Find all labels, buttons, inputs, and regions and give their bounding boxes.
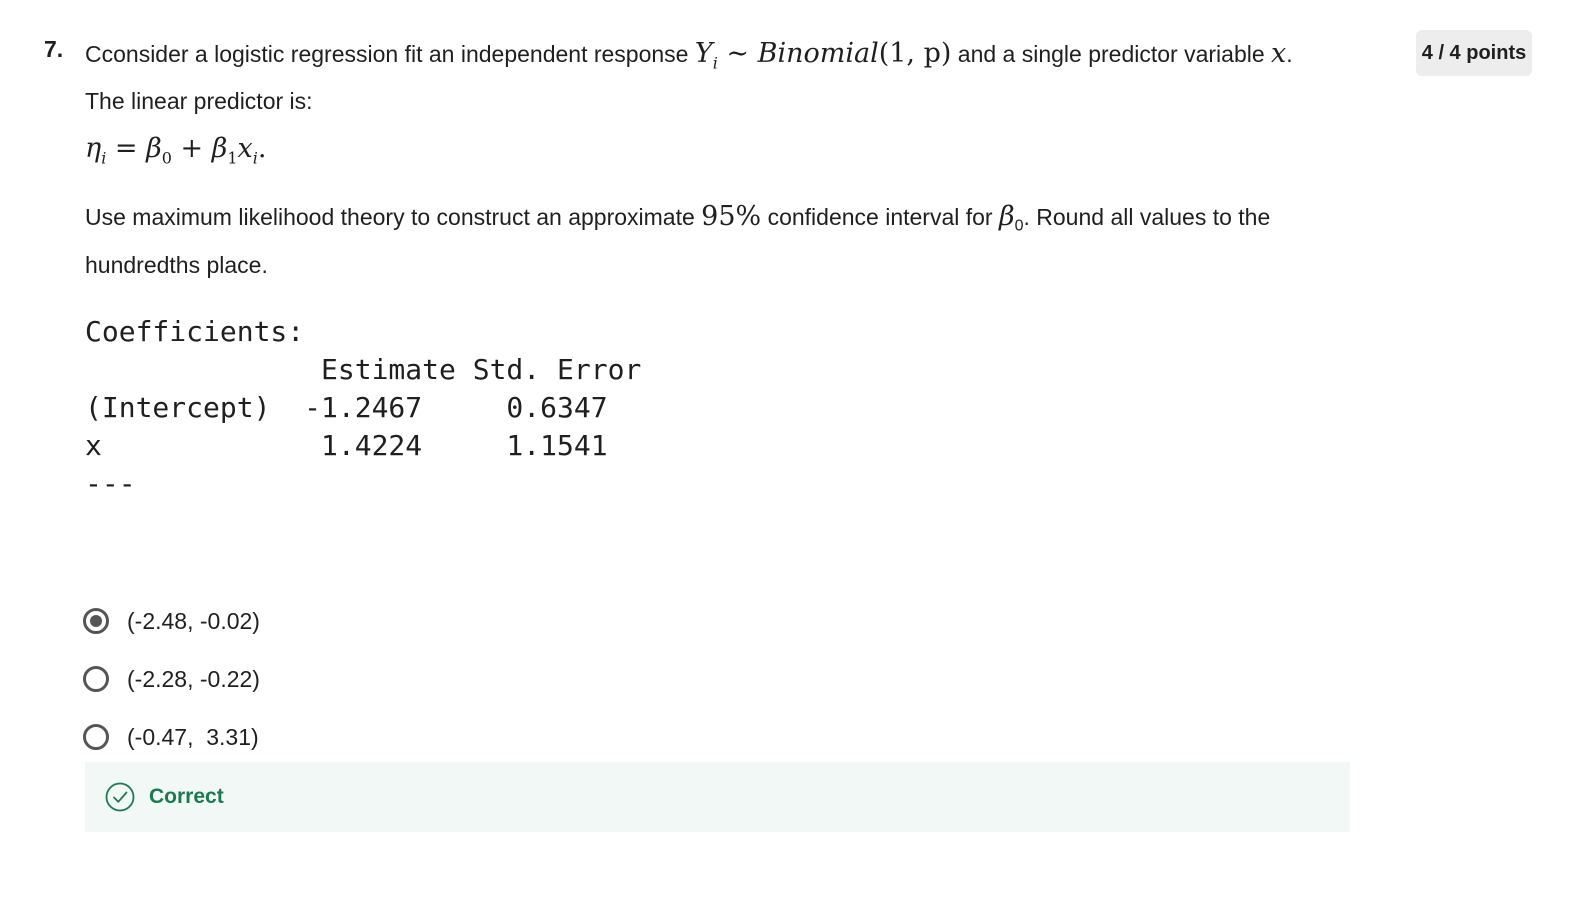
coefficients-header-row: Estimate Std. Error bbox=[85, 353, 642, 386]
radio-button[interactable] bbox=[83, 724, 109, 750]
coefficients-separator: --- bbox=[85, 467, 136, 500]
feedback-text: Correct bbox=[149, 785, 224, 808]
answer-option-2[interactable]: (-2.28, -0.22) bbox=[83, 650, 260, 708]
response-sub: i bbox=[712, 53, 718, 73]
distribution-name: Binomial bbox=[757, 38, 879, 69]
x-sub: i bbox=[252, 148, 258, 168]
eta-symbol: η bbox=[85, 133, 102, 164]
points-badge: 4 / 4 points bbox=[1416, 30, 1532, 76]
question-intro: Cconsider a logistic regression fit an i… bbox=[85, 41, 695, 67]
question-text: Cconsider a logistic regression fit an i… bbox=[85, 34, 1385, 121]
question-number: 7. bbox=[44, 36, 64, 62]
option-label: (-0.47, 3.31) bbox=[127, 723, 259, 750]
instruction-part-c: . Round all values to the hundredths pla… bbox=[85, 204, 1271, 278]
option-label: (-2.48, -0.02) bbox=[127, 607, 260, 634]
beta0-sub: 0 bbox=[161, 148, 172, 168]
instruction-text: Use maximum likelihood theory to constru… bbox=[85, 197, 1385, 285]
instruction-part-a: Use maximum likelihood theory to constru… bbox=[85, 204, 702, 230]
option-label: (-2.28, -0.22) bbox=[127, 665, 260, 692]
equals-sign: = bbox=[106, 133, 147, 164]
linear-predictor-equation: ηi = β0 + β1xi. bbox=[85, 133, 266, 167]
beta1-symbol: β bbox=[211, 133, 228, 164]
feedback-banner: Correct bbox=[85, 762, 1350, 832]
check-circle-icon bbox=[105, 782, 135, 812]
answer-option-3[interactable]: (-0.47, 3.31) bbox=[83, 708, 260, 766]
instruction-part-b: confidence interval for bbox=[761, 204, 999, 230]
beta-symbol: β bbox=[998, 201, 1015, 232]
ci-level: 95% bbox=[701, 201, 762, 232]
coefficients-row-intercept: (Intercept) -1.2467 0.6347 bbox=[85, 391, 608, 424]
radio-button-selected[interactable] bbox=[83, 608, 109, 634]
equation-period: . bbox=[257, 133, 267, 164]
eta-sub: i bbox=[101, 148, 107, 168]
coefficients-output: Coefficients: Estimate Std. Error (Inter… bbox=[85, 313, 641, 503]
beta0-symbol: β bbox=[146, 133, 162, 164]
coefficients-heading: Coefficients: bbox=[85, 315, 305, 348]
beta1-sub: 1 bbox=[227, 148, 238, 168]
coefficients-row-x: x 1.4224 1.1541 bbox=[85, 429, 608, 462]
question-intro-2: and a single predictor variable bbox=[951, 41, 1272, 67]
question-line-2: The linear predictor is: bbox=[85, 88, 313, 115]
radio-button[interactable] bbox=[83, 666, 109, 692]
distribution-params: (1, p) bbox=[878, 38, 952, 69]
answer-options: (-2.48, -0.02) (-2.28, -0.22) (-0.47, 3.… bbox=[83, 592, 260, 766]
intro-end: . bbox=[1286, 41, 1293, 67]
x-symbol: x bbox=[237, 133, 253, 164]
beta-sub: 0 bbox=[1014, 217, 1024, 235]
response-math: Yi ∼ Binomial(1, p) bbox=[694, 38, 952, 73]
response-var: Y bbox=[694, 38, 713, 69]
answer-option-1[interactable]: (-2.48, -0.02) bbox=[83, 592, 260, 650]
tilde-symbol: ∼ bbox=[717, 38, 758, 69]
plus-sign: + bbox=[171, 133, 212, 164]
predictor-var: x bbox=[1271, 38, 1287, 69]
